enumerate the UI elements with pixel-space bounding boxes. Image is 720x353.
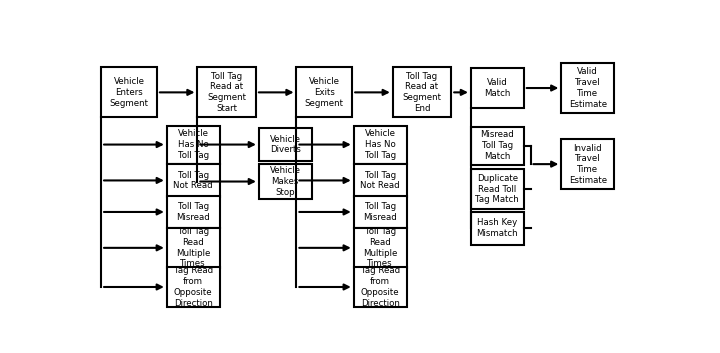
Text: Tag Read
from
Opposite
Direction: Tag Read from Opposite Direction [174,267,213,307]
Bar [354,267,407,307]
Text: Invalid
Travel
Time
Estimate: Invalid Travel Time Estimate [569,144,607,185]
Bar [297,67,352,118]
Bar [471,68,524,108]
Bar [354,164,407,197]
Bar [258,128,312,161]
Text: Vehicle
Enters
Segment: Vehicle Enters Segment [109,77,148,108]
Bar [167,267,220,307]
Bar [167,164,220,197]
Bar [354,196,407,228]
Text: Vehicle
Diverts: Vehicle Diverts [270,135,301,154]
Text: Toll Tag
Misread: Toll Tag Misread [364,202,397,222]
Bar [561,139,614,189]
Bar [471,169,524,209]
Text: Vehicle
Exits
Segment: Vehicle Exits Segment [305,77,344,108]
Text: Toll Tag
Not Read: Toll Tag Not Read [174,170,213,190]
Bar [561,63,614,113]
Bar [354,228,407,268]
Text: Valid
Travel
Time
Estimate: Valid Travel Time Estimate [569,67,607,109]
Bar [258,163,312,199]
Bar [354,126,407,163]
Bar [167,228,220,268]
Text: Duplicate
Read Toll
Tag Match: Duplicate Read Toll Tag Match [475,174,519,204]
Text: Toll Tag
Read at
Segment
End: Toll Tag Read at Segment End [402,72,441,113]
Text: Vehicle
Has No
Toll Tag: Vehicle Has No Toll Tag [364,129,396,160]
Text: Toll Tag
Misread: Toll Tag Misread [176,202,210,222]
Text: Toll Tag
Read
Multiple
Times: Toll Tag Read Multiple Times [363,227,397,269]
Text: Vehicle
Makes
Stop: Vehicle Makes Stop [270,166,301,197]
Text: Vehicle
Has No
Toll Tag: Vehicle Has No Toll Tag [178,129,209,160]
Bar [197,67,256,118]
Bar [167,126,220,163]
Bar [471,127,524,164]
Text: Valid
Match: Valid Match [484,78,510,98]
Text: Misread
Toll Tag
Match: Misread Toll Tag Match [480,130,514,161]
Text: Toll Tag
Read at
Segment
Start: Toll Tag Read at Segment Start [207,72,246,113]
Bar [167,196,220,228]
Text: Toll Tag
Read
Multiple
Times: Toll Tag Read Multiple Times [176,227,210,269]
Bar [392,67,451,118]
Bar [471,212,524,245]
Text: Tag Read
from
Opposite
Direction: Tag Read from Opposite Direction [361,267,400,307]
Bar [101,67,157,118]
Text: Hash Key
Mismatch: Hash Key Mismatch [477,219,518,238]
Text: Toll Tag
Not Read: Toll Tag Not Read [360,170,400,190]
